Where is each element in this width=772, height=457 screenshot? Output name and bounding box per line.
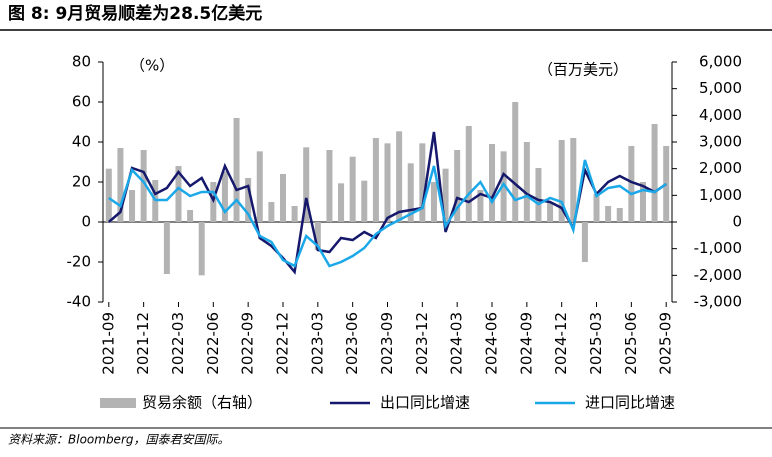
bar [442, 168, 449, 222]
y-tick-label: -40 [67, 293, 92, 311]
x-tick-label: 2024-06 [483, 312, 501, 375]
bar [349, 156, 356, 222]
chart-title: 图 8: 9月贸易顺差为28.5亿美元 [8, 3, 262, 24]
bar [535, 168, 542, 222]
y2-tick-label: 3,000 [699, 133, 742, 151]
bar [361, 180, 368, 222]
bar [558, 140, 565, 222]
bar [605, 206, 612, 222]
y-tick-label: 80 [72, 53, 91, 71]
bar [140, 150, 147, 222]
x-tick-label: 2021-09 [99, 312, 117, 375]
bar [628, 146, 635, 222]
bar [187, 210, 194, 222]
bar [430, 182, 437, 222]
bar [105, 168, 112, 222]
x-tick-label: 2022-09 [239, 312, 257, 375]
bar [245, 178, 252, 222]
bar [454, 150, 461, 222]
bar [396, 131, 403, 222]
source: 资料来源：Bloomberg，国泰君安国际。 [8, 433, 230, 447]
bar [221, 171, 228, 222]
bar [651, 124, 658, 222]
y2-tick-label: 6,000 [699, 53, 742, 71]
y2-tick-label: 5,000 [699, 79, 742, 97]
bar [639, 182, 646, 222]
bar [465, 126, 472, 222]
x-tick-label: 2023-12 [413, 312, 431, 375]
y2-tick-label: 2,000 [699, 159, 742, 177]
bar [268, 202, 275, 222]
bar [163, 222, 170, 274]
bar [303, 147, 310, 222]
bar [338, 183, 345, 222]
bar [175, 166, 182, 222]
x-tick-label: 2024-09 [517, 312, 535, 375]
bar [581, 222, 588, 262]
bar [616, 208, 623, 222]
y-tick-label: 0 [81, 213, 91, 231]
bar [372, 138, 379, 222]
y-tick-label: 20 [72, 173, 91, 191]
bar [500, 151, 507, 222]
x-tick-label: 2024-12 [552, 312, 570, 375]
x-tick-label: 2024-03 [448, 312, 466, 375]
y-unit: （%） [130, 57, 174, 75]
y2-unit: （百万美元） [538, 61, 628, 79]
legend-label: 贸易余额（右轴） [142, 394, 262, 412]
legend-swatch [100, 398, 136, 408]
bar [291, 206, 298, 222]
line [108, 159, 667, 268]
y2-tick-label: 0 [732, 213, 742, 231]
legend-label: 出口同比增速 [380, 394, 470, 412]
bar [256, 151, 263, 222]
y-tick-label: 40 [72, 133, 91, 151]
legend-label: 进口同比增速 [585, 394, 675, 412]
x-tick-label: 2025-06 [622, 312, 640, 375]
bar [523, 142, 530, 222]
x-tick-label: 2022-03 [169, 312, 187, 375]
x-tick-label: 2025-09 [657, 312, 675, 375]
bar [593, 194, 600, 222]
bar [477, 190, 484, 222]
y2-tick-label: 1,000 [699, 186, 742, 204]
bar [233, 118, 240, 222]
x-tick-label: 2023-06 [343, 312, 361, 375]
x-tick-label: 2022-12 [273, 312, 291, 375]
bar [117, 148, 124, 222]
bar [512, 102, 519, 222]
y2-tick-label: -3,000 [694, 293, 742, 311]
y-tick-label: -20 [67, 253, 92, 271]
y2-tick-label: 4,000 [699, 106, 742, 124]
bar [419, 143, 426, 222]
bar [407, 163, 414, 222]
x-tick-label: 2025-03 [587, 312, 605, 375]
x-tick-label: 2022-06 [204, 312, 222, 375]
y-tick-label: 60 [72, 93, 91, 111]
x-tick-label: 2023-03 [308, 312, 326, 375]
bar [326, 150, 333, 222]
y2-tick-label: -2,000 [694, 266, 742, 284]
bar [279, 174, 286, 222]
bar [314, 222, 321, 250]
y2-tick-label: -1,000 [694, 239, 742, 257]
x-tick-label: 2023-09 [378, 312, 396, 375]
bar [570, 138, 577, 222]
bar [129, 190, 136, 222]
bar [547, 202, 554, 222]
bar [198, 222, 205, 276]
bar [384, 143, 391, 222]
x-tick-label: 2021-12 [134, 312, 152, 375]
bar [489, 144, 496, 222]
